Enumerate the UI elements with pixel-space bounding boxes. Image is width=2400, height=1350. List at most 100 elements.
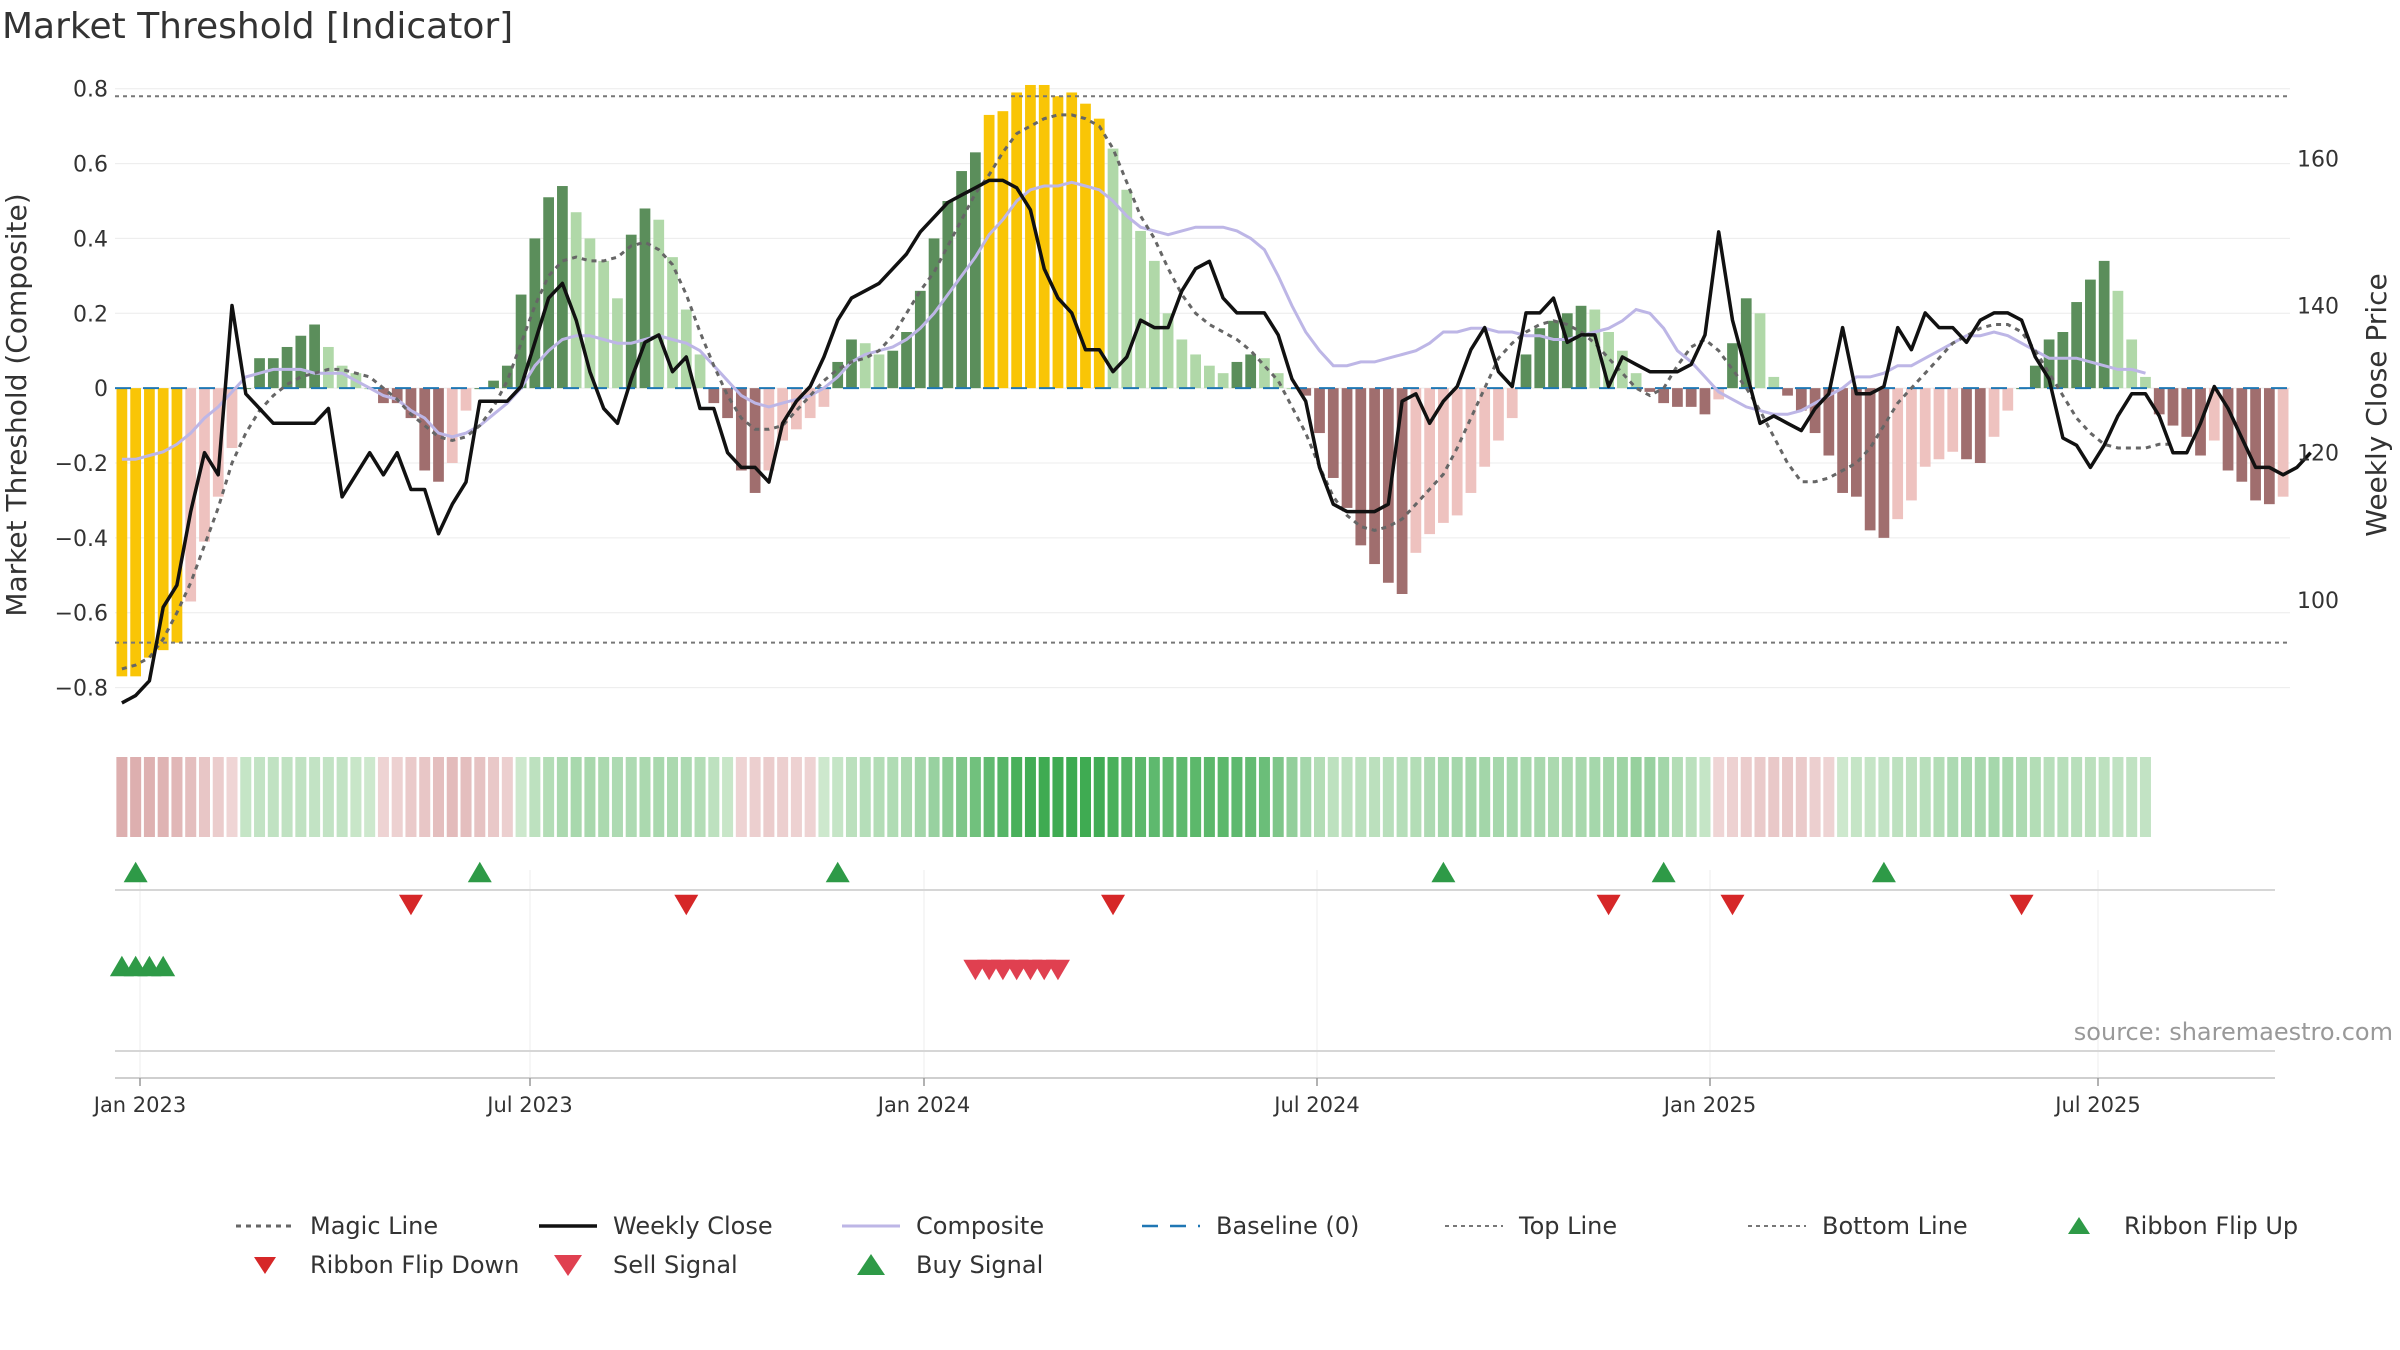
composite-bar: [2263, 388, 2275, 505]
composite-bar: [199, 388, 210, 542]
composite-bar: [405, 388, 417, 419]
ribbon-cell: [171, 757, 183, 837]
composite-bar: [1479, 388, 1491, 467]
composite-bar: [1575, 305, 1587, 389]
legend-ribbon-flip-down-swatch: [254, 1257, 276, 1274]
composite-bar: [2098, 260, 2110, 389]
composite-bar: [1561, 313, 1573, 389]
ribbon-cell: [281, 757, 293, 837]
composite-bar: [2153, 388, 2165, 415]
composite-bar: [694, 354, 706, 389]
y2-tick-label: 140: [2297, 295, 2339, 320]
ribbon-flip-down-marker: [674, 894, 699, 916]
composite-bar: [488, 380, 499, 389]
ribbon-cell: [1038, 757, 1050, 837]
x-tick-label: Jan 2025: [1662, 1093, 1757, 1117]
ribbon-cell: [1919, 757, 1931, 837]
ribbon-cell: [763, 757, 775, 837]
y2-tick-label: 160: [2297, 147, 2339, 172]
composite-bar: [1672, 388, 1683, 407]
composite-bar: [295, 335, 307, 389]
y-axis-label: Market Threshold (Composite): [0, 193, 33, 616]
ribbon-flip-down-marker: [398, 894, 423, 916]
ribbon-cell: [1864, 757, 1876, 837]
ribbon-cell: [1437, 757, 1449, 837]
ribbon-cell: [432, 757, 445, 837]
ribbon-flip-down-marker: [1720, 894, 1745, 916]
composite-bar: [887, 350, 899, 389]
composite-bar: [185, 388, 197, 602]
ribbon-cell: [1011, 757, 1023, 837]
composite-bar: [1052, 96, 1064, 389]
y-tick-label: 0.6: [73, 153, 108, 178]
composite-bar: [625, 234, 637, 389]
composite-bar: [804, 388, 816, 419]
composite-bar: [2277, 388, 2289, 497]
composite-bar: [1795, 388, 1807, 411]
composite-bar: [1864, 388, 1876, 531]
composite-bar: [1327, 388, 1339, 478]
composite-bar: [859, 343, 871, 389]
composite-bar: [1410, 388, 1422, 553]
ribbon-cell: [1726, 757, 1738, 837]
ribbon-cell: [2098, 757, 2110, 837]
ribbon-cell: [928, 757, 940, 837]
ribbon-cell: [708, 757, 720, 837]
ribbon-cell: [1933, 757, 1945, 837]
ribbon-cell: [804, 757, 816, 837]
ribbon-cell: [611, 757, 623, 837]
ribbon-cell: [570, 757, 582, 837]
composite-bar: [1066, 92, 1078, 389]
composite-bar: [2085, 279, 2096, 389]
ribbon-cell: [1024, 757, 1036, 837]
ribbon-cell: [997, 757, 1009, 837]
buy-signal-marker: [151, 955, 176, 977]
composite-bar: [1451, 388, 1463, 516]
ribbon-cell: [1782, 757, 1794, 837]
composite-bar: [1947, 388, 1959, 452]
composite-bar: [157, 388, 169, 651]
legend-label: Bottom Line: [1822, 1212, 1968, 1240]
y2-tick-label: 100: [2297, 589, 2339, 614]
composite-bar: [1823, 388, 1835, 456]
ribbon-cell: [474, 757, 486, 837]
composite-bar: [2140, 376, 2151, 389]
ribbon-cell: [1809, 757, 1821, 837]
composite-bar: [1851, 388, 1862, 497]
ribbon-cell: [1974, 757, 1986, 837]
composite-bar: [1782, 388, 1793, 396]
y-tick-label: 0.2: [73, 302, 108, 327]
ribbon-cell: [873, 757, 885, 837]
ribbon-cell: [488, 757, 500, 837]
composite-bar: [1892, 388, 1904, 520]
composite-bar: [1355, 388, 1367, 546]
ribbon-cell: [1630, 757, 1642, 837]
ribbon-cell: [1548, 757, 1560, 837]
composite-bar: [226, 388, 238, 449]
composite-bar: [543, 197, 554, 389]
ribbon-cell: [1355, 757, 1367, 837]
x-tick-label: Jul 2025: [2053, 1093, 2140, 1117]
composite-bar: [2112, 290, 2124, 389]
composite-bar: [2181, 388, 2193, 437]
ribbon-cell: [2043, 757, 2055, 837]
y-tick-label: −0.2: [55, 452, 108, 477]
ribbon-cell: [391, 757, 403, 837]
composite-bar: [1603, 332, 1614, 389]
ribbon-cell: [735, 757, 747, 837]
ribbon-cell: [1479, 757, 1491, 837]
ribbon-cell: [130, 757, 142, 837]
ribbon-cell: [625, 757, 637, 837]
ribbon-cell: [1850, 757, 1862, 837]
composite-bar: [598, 260, 610, 389]
signal-panels: [109, 861, 2275, 1079]
composite-bar: [1465, 388, 1477, 493]
ribbon-cell: [1520, 757, 1532, 837]
ribbon-cell: [1878, 757, 1890, 837]
ribbon-cell: [1795, 757, 1807, 837]
ribbon-cell: [1424, 757, 1436, 837]
sell-signal-marker: [1045, 959, 1070, 981]
composite-bar: [1548, 320, 1559, 389]
y-axis-ticks: 0.8 0.6 0.4 0.2 0 −0.2 −0.4 −0.6 −0.8: [55, 78, 108, 702]
x-tick-label: Jul 2023: [485, 1093, 572, 1117]
